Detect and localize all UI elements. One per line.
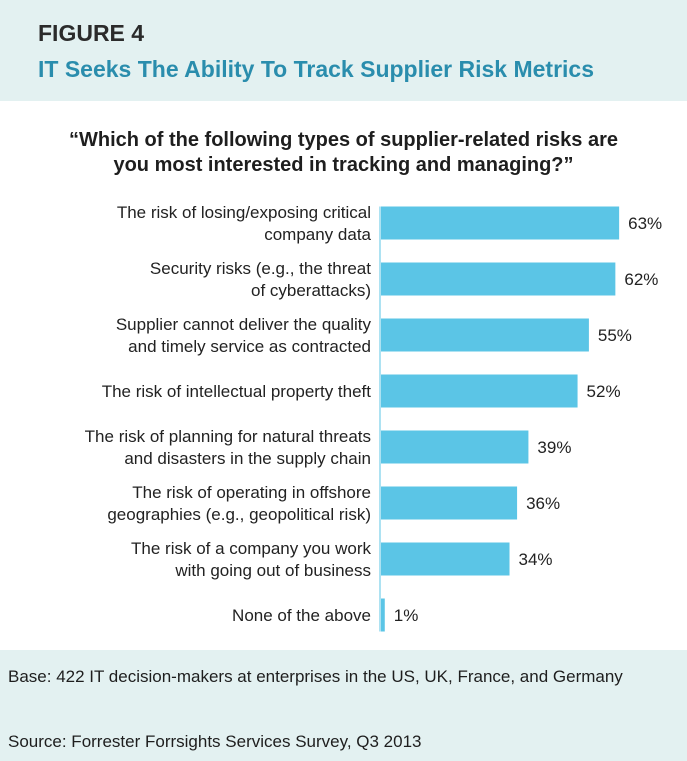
figure-title: IT Seeks The Ability To Track Supplier R… [38,56,595,82]
bar [381,262,616,296]
chart-question: “Which of the following types of supplie… [0,128,687,178]
category-label: Security risks (e.g., the threat [150,259,371,278]
bar [381,598,385,632]
data-label: 62% [624,270,658,289]
bar [381,430,529,464]
chart-question-line: “Which of the following types of supplie… [69,129,618,151]
category-label: and timely service as contracted [128,337,371,356]
data-label: 52% [587,382,621,401]
category-label: The risk of losing/exposing critical [117,203,371,222]
category-label: The risk of operating in offshore [132,483,371,502]
category-label: of cyberattacks) [251,281,371,300]
data-label: 34% [519,550,553,569]
figure-label: FIGURE 4 [38,20,145,46]
data-label: 55% [598,326,632,345]
bar [381,206,620,240]
footnote-panel [0,650,687,761]
category-label: The risk of a company you work [131,539,371,558]
bar [381,318,589,352]
bar [381,542,510,576]
category-label: None of the above [232,606,371,625]
category-label: geographies (e.g., geopolitical risk) [107,505,371,524]
bar [381,486,518,520]
chart-question-line: you most interested in tracking and mana… [113,154,574,176]
category-label: The risk of intellectual property theft [102,382,372,401]
source-note: Source: Forrester Forrsights Services Su… [8,732,422,751]
category-label: and disasters in the supply chain [124,449,371,468]
bar-chart: 63% The risk of losing/exposing critical c… [85,203,662,632]
data-label: 36% [526,494,560,513]
base-note: Base: 422 IT decision-makers at enterpri… [8,667,623,686]
data-label: 1% [394,606,419,625]
bar [381,374,578,408]
data-label: 63% [628,214,662,233]
category-label: company data [264,225,371,244]
category-label: with going out of business [174,561,371,580]
figure-header: FIGURE 4 IT Seeks The Ability To Track S… [0,0,687,101]
data-label: 39% [537,438,571,457]
category-label: The risk of planning for natural threats [85,427,371,446]
category-label: Supplier cannot deliver the quality [116,315,372,334]
